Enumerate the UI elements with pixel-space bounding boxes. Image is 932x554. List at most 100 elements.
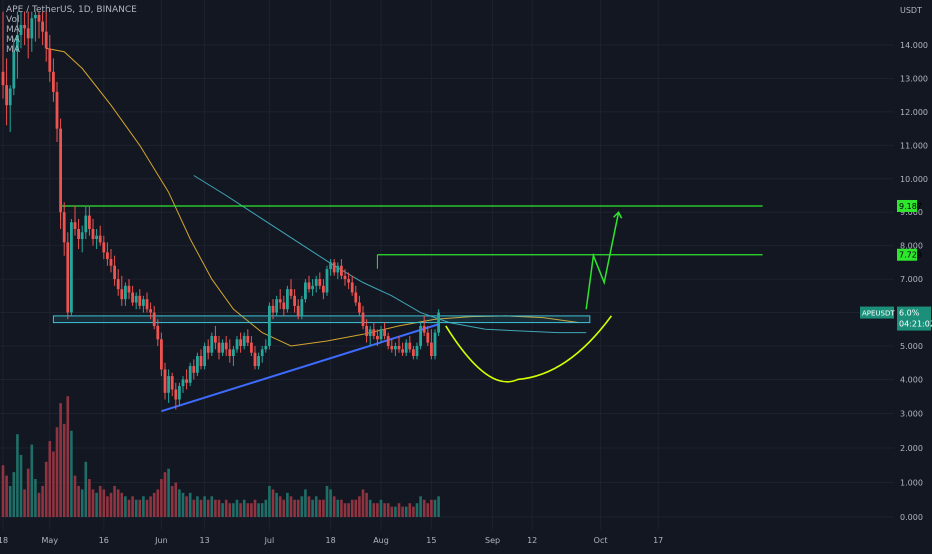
volume-bar (415, 503, 419, 517)
volume-bar (404, 506, 408, 517)
volume-bar (376, 503, 379, 517)
symbol-title[interactable]: APE / TetherUS, 1D, BINANCE (6, 5, 137, 15)
volume-bar (430, 499, 433, 517)
date-tick-label: 13 (200, 536, 210, 545)
candle-body (275, 299, 278, 313)
date-tick-label: 15 (426, 536, 436, 545)
volume-bar (426, 503, 430, 517)
volume-bar (181, 492, 185, 517)
volume-bar (343, 503, 347, 517)
cup-pattern-curve (445, 315, 613, 383)
candle-body (332, 262, 336, 273)
volume-bar (156, 489, 160, 517)
date-axis: 18 May 16 Jun 13 Jul 18 Aug 15 Sep 12 Oct 17 (0, 536, 663, 545)
volume-bar (62, 423, 66, 517)
candle-body (217, 342, 221, 353)
volume-bar (30, 444, 34, 517)
current-price-label-bg (897, 306, 931, 331)
candle-body (48, 48, 52, 72)
candle-body (304, 282, 307, 300)
candle-body (170, 376, 174, 390)
volume-bar (250, 503, 253, 517)
candle-body (73, 222, 77, 229)
candle-body (246, 335, 250, 343)
indicator-ma-2[interactable]: MA (6, 35, 20, 45)
volume-bar (307, 496, 311, 517)
candle-body (347, 279, 350, 283)
candle-body (196, 356, 199, 373)
volume-bar (163, 472, 167, 517)
volume-bar (145, 499, 149, 517)
volume-bar (217, 499, 221, 517)
price-tick-label: 0.000 (900, 513, 923, 522)
volume-bar (26, 468, 30, 517)
candle-body (34, 14, 37, 19)
volume-bar (242, 499, 246, 517)
candle-body (145, 299, 149, 310)
volume-bar (91, 489, 95, 517)
candle-body (350, 282, 354, 293)
price-labels: 9.187 7.729 APEUSDT 6.0% 04:21:02 (860, 199, 932, 331)
date-tick-label: Oct (594, 536, 608, 545)
volume-bar (296, 499, 300, 517)
candle-body (88, 215, 91, 229)
candle-body (152, 312, 156, 326)
volume-bar (84, 461, 88, 517)
candle-body (286, 289, 289, 310)
volume-bar (70, 430, 73, 517)
current-change-label: 6.0% (899, 309, 920, 318)
candle-body (127, 285, 131, 293)
candle-body (181, 379, 185, 387)
candle-body (1, 71, 5, 86)
candle-body (296, 305, 300, 316)
candle-body (167, 376, 170, 393)
candle-body (250, 342, 253, 353)
candle-body (102, 242, 106, 253)
indicator-ma-3[interactable]: MA (6, 45, 20, 55)
date-tick-label: 18 (326, 536, 336, 545)
candle-body (23, 24, 26, 29)
volume-bar (73, 475, 77, 517)
volume-bar (433, 499, 437, 517)
candle-body (120, 289, 124, 300)
support-zone-box (52, 315, 591, 324)
volume-bar (106, 496, 109, 517)
overlay-drawings (445, 210, 623, 383)
volume-bar (167, 468, 170, 517)
candle-body (232, 349, 235, 357)
candle-body (84, 215, 88, 233)
volume-bar (206, 499, 210, 517)
volume-bar (185, 496, 188, 517)
volume-bar (214, 499, 217, 517)
volume-bar (264, 499, 268, 517)
volume-bar (311, 499, 314, 517)
volume-bar (174, 482, 178, 517)
volume-bars (1, 396, 440, 517)
volume-bar (142, 496, 145, 517)
candle-body (174, 389, 178, 400)
volume-bar (401, 506, 404, 517)
volume-bar (8, 485, 12, 517)
candle-body (62, 212, 66, 243)
volume-bar (228, 503, 232, 517)
candle-body (318, 279, 322, 286)
date-tick-label: 12 (527, 536, 537, 545)
candle-body (415, 346, 419, 357)
volume-bar (37, 492, 41, 517)
candle-body (361, 312, 365, 326)
volume-bar (354, 499, 358, 517)
ma-teal-line (193, 175, 587, 334)
price-tick-label: 4.000 (900, 375, 923, 384)
date-tick-label: Jul (264, 536, 275, 545)
candle-body (322, 285, 325, 293)
candle-body (41, 21, 44, 32)
indicator-vol[interactable]: Vol (6, 15, 20, 25)
volume-bar (170, 485, 174, 517)
volume-bar (12, 472, 16, 517)
indicator-ma-1[interactable]: MA (6, 25, 20, 35)
volume-bar (149, 496, 152, 517)
volume-bar (188, 492, 192, 517)
candle-body (264, 346, 268, 350)
